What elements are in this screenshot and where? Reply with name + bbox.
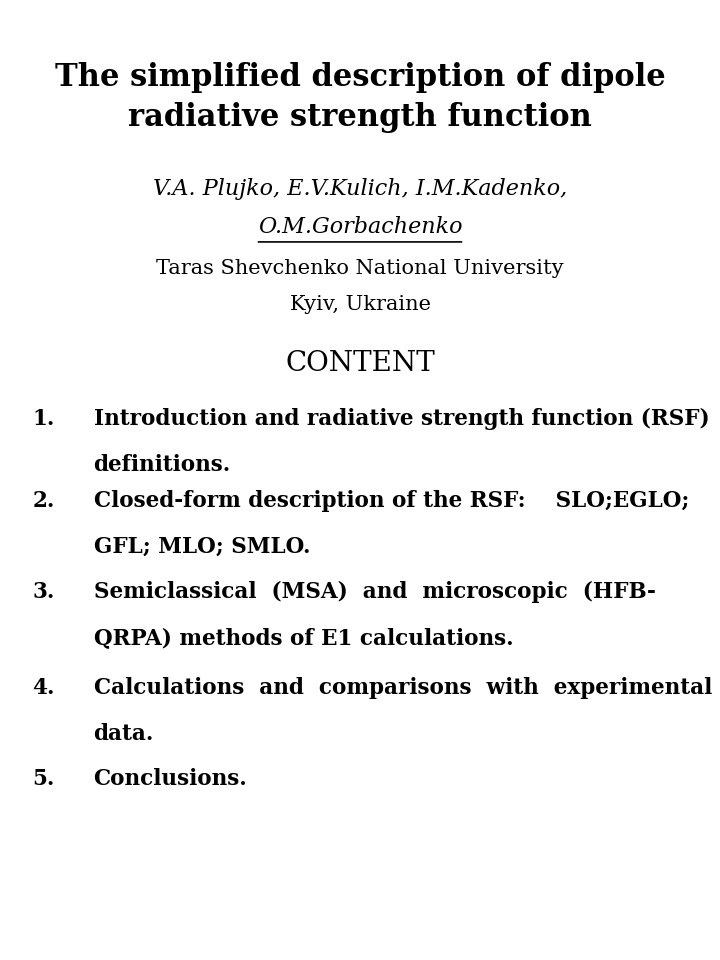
- Text: O.M.Gorbachenko: O.M.Gorbachenko: [258, 216, 462, 238]
- Text: 4.: 4.: [32, 677, 55, 699]
- Text: Conclusions.: Conclusions.: [94, 768, 248, 790]
- Text: 5.: 5.: [32, 768, 55, 790]
- Text: Introduction and radiative strength function (RSF): Introduction and radiative strength func…: [94, 408, 709, 430]
- Text: V.A. Plujko, E.V.Kulich, I.M.Kadenko,: V.A. Plujko, E.V.Kulich, I.M.Kadenko,: [153, 178, 567, 200]
- Text: Calculations  and  comparisons  with  experimental: Calculations and comparisons with experi…: [94, 677, 712, 699]
- Text: data.: data.: [94, 723, 154, 745]
- Text: Taras Shevchenko National University: Taras Shevchenko National University: [156, 259, 564, 278]
- Text: 3.: 3.: [32, 581, 55, 603]
- Text: 2.: 2.: [32, 490, 55, 512]
- Text: GFL; MLO; SMLO.: GFL; MLO; SMLO.: [94, 536, 310, 558]
- Text: Closed-form description of the RSF:    SLO;EGLO;: Closed-form description of the RSF: SLO;…: [94, 490, 689, 512]
- Text: Kyiv, Ukraine: Kyiv, Ukraine: [289, 295, 431, 314]
- Text: 1.: 1.: [32, 408, 55, 430]
- Text: definitions.: definitions.: [94, 454, 231, 476]
- Text: The simplified description of dipole
radiative strength function: The simplified description of dipole rad…: [55, 62, 665, 132]
- Text: QRPA) methods of E1 calculations.: QRPA) methods of E1 calculations.: [94, 627, 513, 649]
- Text: Semiclassical  (MSA)  and  microscopic  (HFB-: Semiclassical (MSA) and microscopic (HFB…: [94, 581, 655, 603]
- Text: CONTENT: CONTENT: [285, 350, 435, 377]
